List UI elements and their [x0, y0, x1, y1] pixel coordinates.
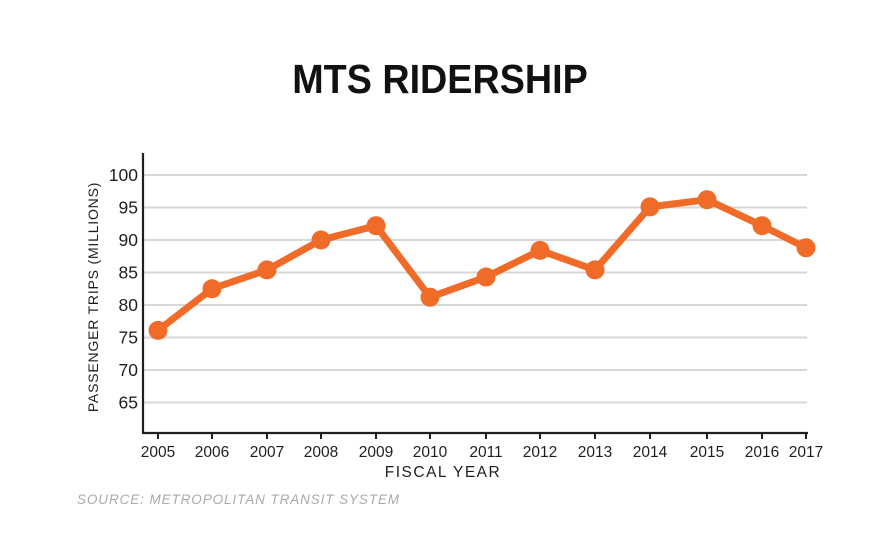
source-note: SOURCE: METROPOLITAN TRANSIT SYSTEM	[77, 492, 401, 507]
x-tick-label-2009: 2009	[359, 444, 393, 461]
x-tick-label-2010: 2010	[413, 444, 448, 461]
y-tick-label-70: 70	[119, 360, 139, 380]
x-tick-label-2017: 2017	[789, 444, 823, 461]
data-point-2016	[752, 216, 772, 236]
x-tick-label-2005: 2005	[141, 444, 175, 461]
y-tick-label-80: 80	[119, 295, 139, 315]
data-point-2009	[366, 216, 386, 236]
ridership-line	[154, 196, 810, 334]
data-point-2017	[796, 238, 816, 258]
x-tick-label-2016: 2016	[745, 444, 779, 461]
data-point-2012	[530, 240, 550, 260]
x-axis-title: FISCAL YEAR	[384, 464, 502, 481]
x-tick-label-2012: 2012	[523, 444, 557, 461]
x-tick-label-2014: 2014	[633, 444, 668, 461]
x-tick-label-2007: 2007	[250, 444, 284, 461]
x-tick-label-2015: 2015	[690, 444, 724, 461]
y-axis-title: PASSENGER TRIPS (MILLIONS)	[85, 181, 101, 413]
data-point-2008	[311, 230, 331, 250]
chart-title: MTS RIDERSHIP	[292, 56, 588, 102]
x-tick-label-2013: 2013	[578, 444, 612, 461]
y-tick-label-75: 75	[119, 328, 138, 348]
x-tick-label-2008: 2008	[304, 444, 338, 461]
y-tick-label-65: 65	[119, 393, 138, 413]
y-tick-label-85: 85	[119, 263, 138, 283]
x-tick-label-2011: 2011	[469, 444, 502, 461]
data-point-2010	[420, 287, 440, 307]
y-tick-label-90: 90	[119, 230, 139, 250]
x-tick-label-2006: 2006	[195, 444, 229, 461]
y-tick-label-95: 95	[119, 198, 138, 218]
y-tick-label-100: 100	[109, 165, 138, 185]
data-point-2005	[148, 320, 168, 340]
data-point-2013	[585, 260, 605, 280]
data-point-2006	[202, 279, 222, 299]
data-point-2011	[476, 267, 496, 287]
data-point-2015	[697, 190, 717, 210]
data-point-2007	[257, 260, 277, 280]
data-point-2014	[640, 197, 660, 217]
